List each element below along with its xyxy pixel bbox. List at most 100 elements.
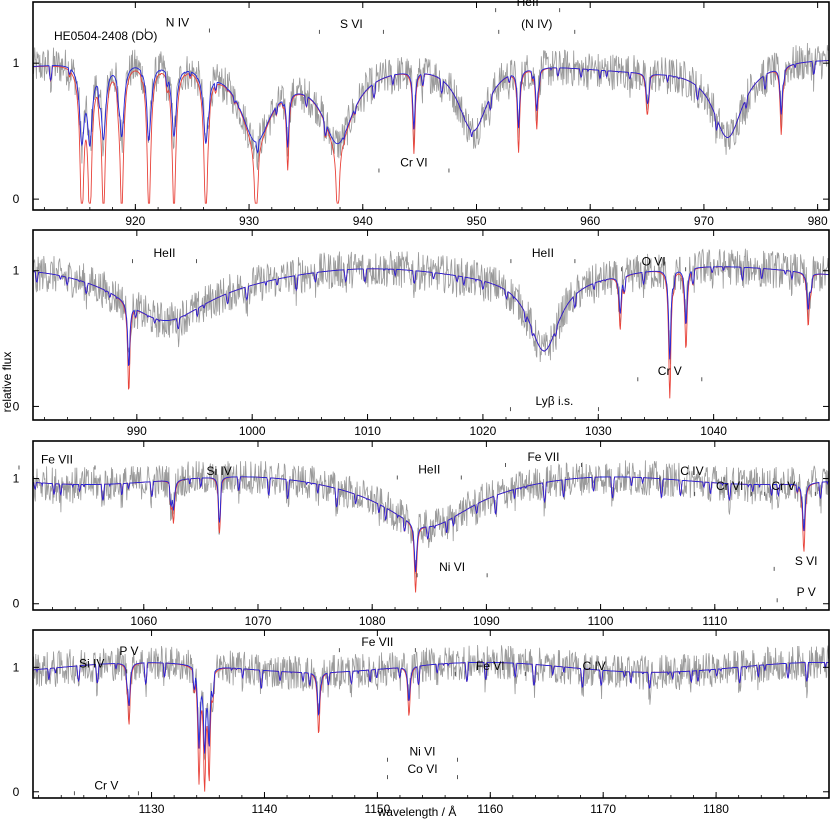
- line-id-label: Lyβ i.s.: [536, 394, 574, 408]
- line-id-label: S VI: [340, 17, 363, 31]
- line-id-bracket: [509, 407, 599, 412]
- x-tick-label: 1100: [588, 614, 614, 628]
- x-tick-label: 1150: [364, 802, 390, 816]
- line-id-label: Ni VI: [439, 560, 465, 574]
- line-id-label: P V: [797, 585, 816, 599]
- line-id-label: Cr V: [771, 479, 795, 493]
- x-tick-label: 1130: [139, 802, 165, 816]
- line-id-bracket: [378, 168, 450, 173]
- line-id-label: Fe VI: [476, 659, 505, 673]
- model-blue-line: [33, 661, 829, 754]
- line-id-label: C IV: [582, 659, 605, 673]
- x-tick-label: 1030: [585, 424, 612, 438]
- line-id-bracket: [561, 671, 627, 676]
- line-id-label: Cr VI: [716, 479, 743, 493]
- line-id-bracket: [416, 573, 488, 578]
- panel-4: 1130 1140 1150 1160 1170 1180 0 1 Si IV P V Fe VII…: [13, 629, 830, 816]
- line-id-label: HeII: [418, 463, 440, 477]
- line-id-bracket: [495, 8, 561, 13]
- chart-title: HE0504-2408 (DO): [54, 29, 157, 43]
- panel-frame: [32, 629, 830, 799]
- line-id-label: C IV: [680, 464, 703, 478]
- observed-spectrum-line: [33, 42, 829, 170]
- line-id-bracket: [318, 29, 384, 34]
- y-tick-label: 1: [13, 660, 20, 674]
- y-tick-label: 0: [13, 597, 20, 611]
- spectra-2: [33, 248, 829, 399]
- panel-3: 1060 1070 1080 1090 1100 1110 0 1 Fe VII Si IV HeI…: [13, 440, 830, 628]
- y-tick-label: 0: [13, 399, 20, 413]
- line-id-bracket: [132, 259, 197, 264]
- line-id-bracket: [773, 566, 775, 571]
- x-tick-label: 1040: [700, 424, 727, 438]
- y-tick-label: 1: [13, 472, 20, 486]
- line-id-label: HeII: [517, 0, 539, 9]
- line-id-bracket: [387, 775, 458, 780]
- line-id-bracket: [621, 267, 687, 272]
- x-tick-label: 950: [466, 214, 486, 228]
- line-id-bracket: [776, 598, 778, 603]
- x-tick-label: 1160: [477, 802, 503, 816]
- spectra-4: [33, 644, 829, 792]
- y-tick-label: 0: [13, 785, 20, 799]
- x-tick-label: 1170: [590, 802, 616, 816]
- line-id-bracket: [183, 476, 255, 481]
- line-id-label: O VI: [642, 254, 666, 268]
- panel-1: 920 930 940 950 960 970 980 0 1 N IV HeII S VI (N IV…: [13, 0, 830, 228]
- y-tick-label: 1: [13, 264, 20, 278]
- line-id-label: (N IV): [521, 17, 552, 31]
- x-tick-label: 1060: [130, 614, 157, 628]
- line-id-label: HeII: [532, 246, 554, 260]
- line-id-label: Fe VII: [41, 453, 73, 467]
- model-blue-line: [33, 266, 829, 366]
- observed-spectrum-line: [33, 248, 829, 365]
- x-tick-label: 1080: [359, 614, 386, 628]
- x-tick-label: 1000: [239, 424, 266, 438]
- line-id-label: Cr V: [658, 364, 682, 378]
- x-tick-label: 920: [125, 214, 145, 228]
- line-id-label: N IV: [166, 15, 189, 29]
- line-id-label: S VI: [795, 554, 818, 568]
- line-id-bracket: [694, 491, 766, 496]
- panel-2: 990 1000 1010 1020 1030 1040 0 1 HeII HeII O VI Cr …: [13, 229, 830, 438]
- line-id-label: Si IV: [206, 464, 231, 478]
- model-blue-line: [33, 476, 829, 572]
- line-id-bracket: [56, 669, 128, 674]
- x-tick-label: 1010: [354, 424, 381, 438]
- observed-spectrum-line: [33, 460, 829, 579]
- spectra-1: [33, 42, 829, 204]
- x-tick-label: 940: [353, 214, 373, 228]
- spectra-3: [33, 460, 829, 593]
- line-id-bracket: [99, 656, 159, 661]
- line-id-label: Fe VII: [527, 450, 559, 464]
- line-id-bracket: [637, 377, 703, 382]
- panel-frame: [32, 229, 830, 421]
- line-id-bracket: [505, 463, 582, 468]
- line-id-label: P V: [119, 644, 138, 658]
- line-id-bracket: [454, 671, 526, 676]
- line-id-label: Ni VI: [410, 745, 436, 759]
- line-id-bracket: [144, 28, 210, 33]
- x-tick-label: 1140: [252, 802, 278, 816]
- x-tick-label: 1180: [703, 802, 729, 816]
- x-tick-label: 990: [127, 424, 147, 438]
- model-blue-line: [33, 60, 829, 154]
- line-id-bracket: [338, 648, 416, 653]
- line-id-label: Cr V: [94, 778, 118, 792]
- panel-frame: [32, 440, 830, 611]
- x-tick-label: 1020: [470, 424, 497, 438]
- x-tick-label: 980: [808, 214, 828, 228]
- line-id-bracket: [73, 791, 139, 796]
- x-tick-label: 930: [239, 214, 259, 228]
- line-id-bracket: [510, 259, 576, 264]
- x-tick-label: 960: [580, 214, 600, 228]
- line-id-label: Co VI: [408, 762, 438, 776]
- line-id-bracket: [498, 29, 576, 34]
- line-id-bracket: [750, 491, 816, 496]
- observed-spectrum-line: [33, 644, 829, 761]
- line-id-bracket: [659, 476, 725, 481]
- line-id-label: Cr VI: [400, 155, 427, 169]
- model-red-line: [33, 266, 829, 399]
- line-id-bracket: [387, 757, 458, 762]
